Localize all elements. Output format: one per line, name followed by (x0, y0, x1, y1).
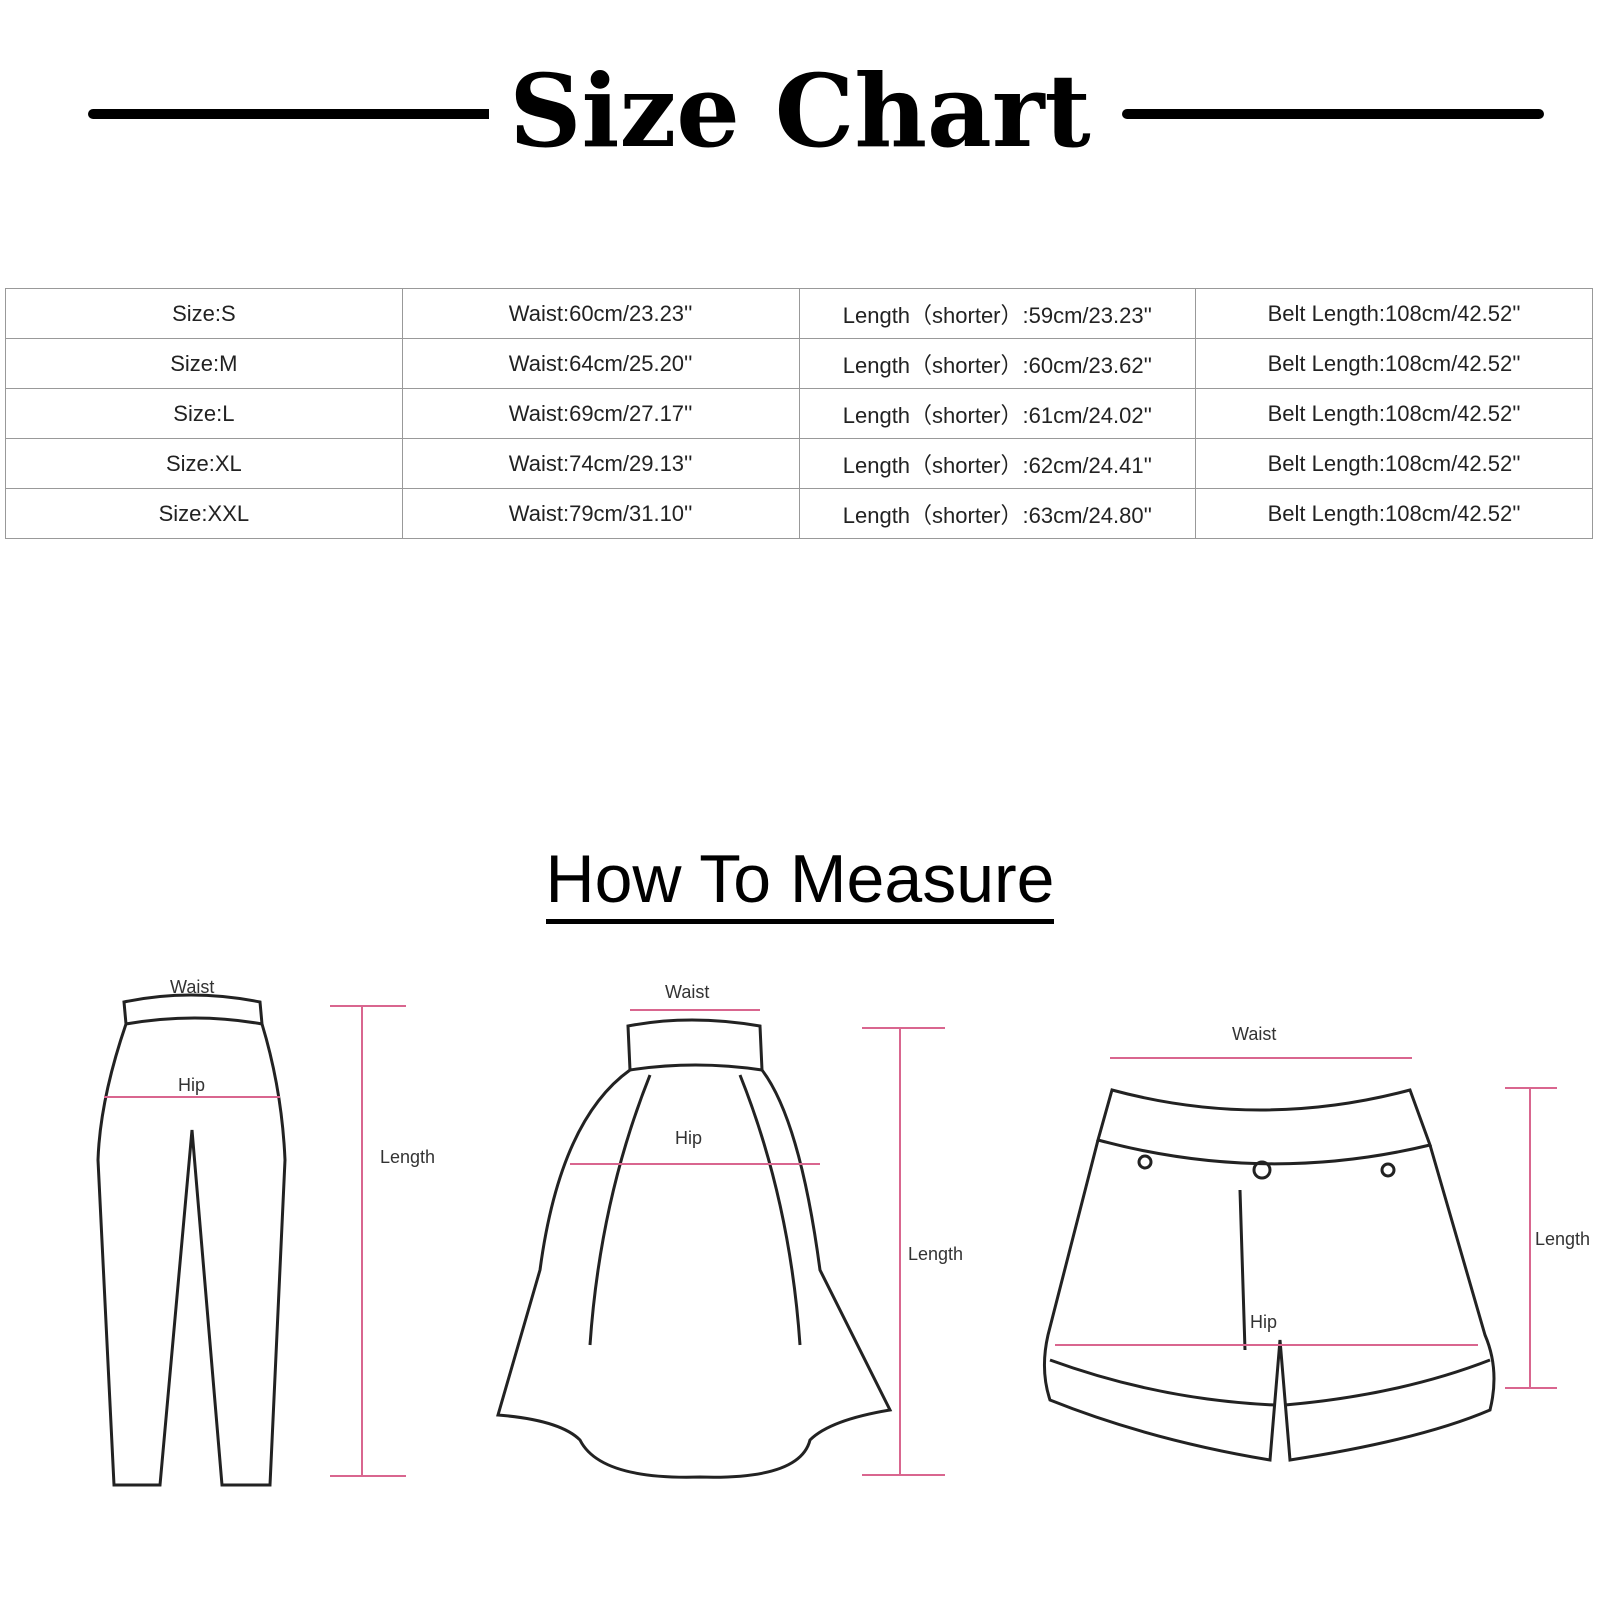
pants-drawing (96, 993, 287, 1487)
skirt-length-label: Length (908, 1244, 963, 1264)
table-cell: Size:M (5, 338, 403, 389)
pants-hip-label: Hip (178, 1075, 205, 1095)
measure-title: How To Measure (0, 840, 1600, 924)
table-row: Size:S Waist:60cm/23.23'' Length（shorter）:… (5, 288, 1593, 339)
pants-waist-label: Waist (170, 977, 214, 997)
measure-diagrams: Waist Hip Length Waist Hip Length Waist … (96, 977, 1590, 1487)
table-cell: Size:XL (5, 438, 403, 489)
shorts-hip-label: Hip (1250, 1312, 1277, 1332)
skirt-measures (570, 1009, 945, 1476)
table-cell: Belt Length:108cm/42.52'' (1195, 488, 1593, 539)
table-cell: Length（shorter）:62cm/24.41'' (798, 438, 1197, 489)
table-cell: Waist:69cm/27.17'' (401, 388, 800, 439)
table-cell: Waist:74cm/29.13'' (401, 438, 800, 489)
pants-measures (104, 1005, 406, 1477)
title-rule-right (1122, 109, 1544, 119)
skirt-drawing (496, 1018, 893, 1479)
table-cell: Length（shorter）:63cm/24.80'' (798, 488, 1197, 539)
table-row: Size:XXL Waist:79cm/31.10'' Length（shorter… (5, 488, 1593, 539)
table-cell: Length（shorter）:60cm/23.62'' (798, 338, 1197, 389)
table-row: Size:L Waist:69cm/27.17'' Length（shorter）:… (5, 388, 1593, 439)
title-rule-left (88, 109, 520, 119)
pants-length-label: Length (380, 1147, 435, 1167)
table-cell: Waist:64cm/25.20'' (401, 338, 800, 389)
table-cell: Belt Length:108cm/42.52'' (1195, 338, 1593, 389)
shorts-waist-label: Waist (1232, 1024, 1276, 1044)
page-title: Size Chart (0, 52, 1600, 170)
table-cell: Waist:79cm/31.10'' (401, 488, 800, 539)
shorts-drawing (1042, 1088, 1496, 1462)
table-cell: Size:S (5, 288, 403, 339)
table-cell: Belt Length:108cm/42.52'' (1195, 388, 1593, 439)
size-table: Size:S Waist:60cm/23.23'' Length（shorter）:… (5, 288, 1593, 539)
table-cell: Waist:60cm/23.23'' (401, 288, 800, 339)
table-row: Size:M Waist:64cm/25.20'' Length（shorter）:… (5, 338, 1593, 389)
table-cell: Belt Length:108cm/42.52'' (1195, 438, 1593, 489)
skirt-waist-label: Waist (665, 982, 709, 1002)
table-cell: Size:XXL (5, 488, 403, 539)
skirt-hip-label: Hip (675, 1128, 702, 1148)
shorts-length-label: Length (1535, 1229, 1590, 1249)
table-row: Size:XL Waist:74cm/29.13'' Length（shorter）… (5, 438, 1593, 489)
table-cell: Length（shorter）:59cm/23.23'' (798, 288, 1197, 339)
table-cell: Belt Length:108cm/42.52'' (1195, 288, 1593, 339)
shorts-measures (1055, 1057, 1557, 1389)
table-cell: Size:L (5, 388, 403, 439)
table-cell: Length（shorter）:61cm/24.02'' (798, 388, 1197, 439)
